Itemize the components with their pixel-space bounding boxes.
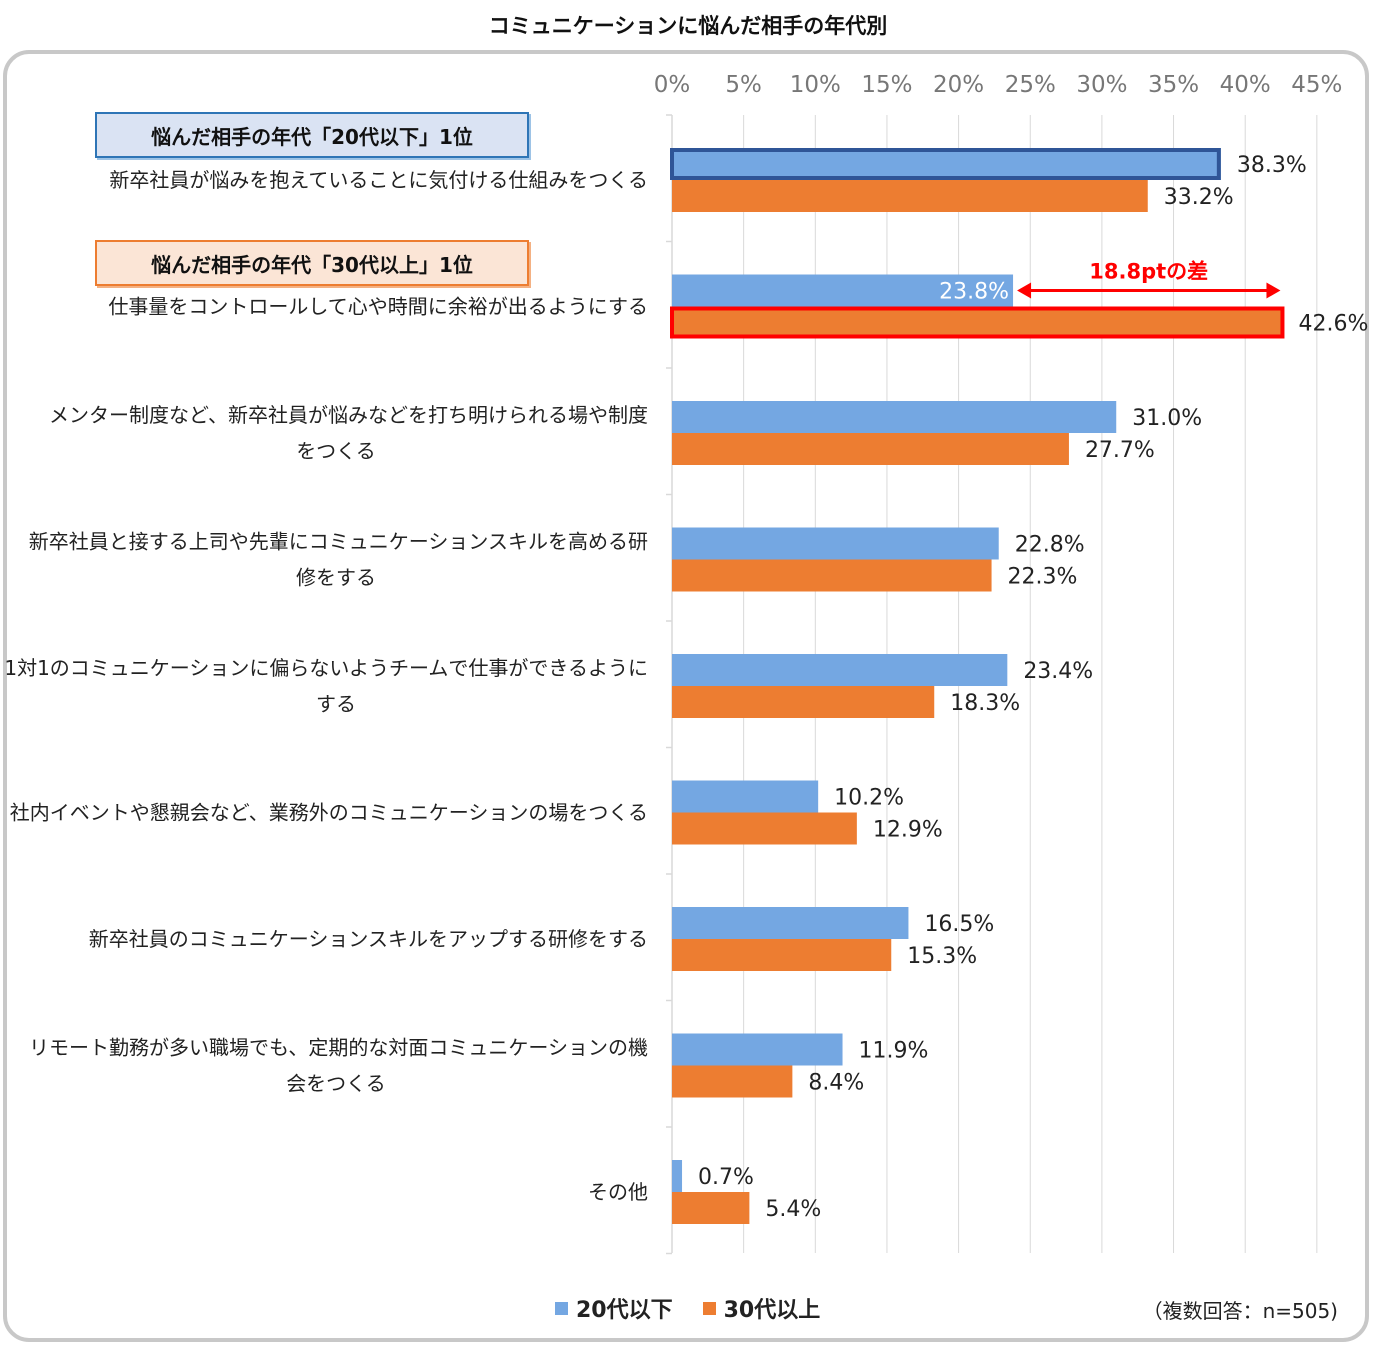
- x-tick-label: 35%: [1148, 72, 1199, 98]
- category-label: リモート勤務が多い職場でも、定期的な対面コミュニケーションの機: [29, 1036, 648, 1060]
- category-label: する: [316, 692, 356, 716]
- bar-30s: [672, 180, 1148, 212]
- legend-item-20s: 20代以下: [555, 1292, 673, 1324]
- x-tick-label: 5%: [725, 72, 762, 98]
- highlight-outline-30s: [670, 306, 1285, 339]
- category-label: 会をつくる: [286, 1072, 386, 1096]
- chart-title: コミュニケーションに悩んだ相手の年代別: [488, 14, 888, 38]
- callout-top-30s: 悩んだ相手の年代「30代以上」1位: [95, 240, 529, 286]
- category-label: 1対1のコミュニケーションに偏らないようチームで仕事ができるように: [4, 656, 648, 680]
- diff-arrow-head-left: [1017, 282, 1032, 299]
- data-label: 11.9%: [859, 1039, 929, 1064]
- callout-top-20s: 悩んだ相手の年代「20代以下」1位: [95, 112, 529, 158]
- bar-20s: [672, 401, 1117, 433]
- data-label: 5.4%: [765, 1197, 821, 1222]
- category-label: をつくる: [296, 439, 376, 463]
- x-tick-label: 45%: [1291, 72, 1342, 98]
- bar-30s: [672, 1192, 750, 1224]
- category-label: 新卒社員のコミュニケーションスキルをアップする研修をする: [89, 927, 648, 951]
- category-label: 修をする: [296, 566, 376, 590]
- bar-20s: [672, 1033, 843, 1066]
- legend-item-30s: 30代以上: [702, 1292, 821, 1324]
- data-label: 33.2%: [1164, 185, 1234, 210]
- data-label: 12.9%: [873, 818, 943, 843]
- bar-30s: [672, 939, 892, 971]
- sample-note: （複数回答：n=505): [1142, 1299, 1338, 1323]
- x-tick-label: 15%: [861, 72, 912, 98]
- bar-30s: [672, 306, 1283, 339]
- bar-20s: [672, 654, 1008, 686]
- data-label: 42.6%: [1298, 312, 1368, 337]
- data-label: 10.2%: [834, 786, 904, 811]
- bar-20s: [672, 527, 999, 560]
- bar-20s: [672, 1160, 683, 1192]
- category-label: その他: [588, 1180, 648, 1204]
- x-tick-label: 30%: [1076, 72, 1127, 98]
- x-tick-label: 10%: [790, 72, 841, 98]
- legend: 20代以下 30代以上: [555, 1292, 850, 1324]
- data-label: 8.4%: [808, 1071, 864, 1096]
- data-label: 22.3%: [1008, 565, 1078, 590]
- legend-swatch-30s: [702, 1301, 716, 1315]
- data-label: 23.8%: [939, 280, 1009, 305]
- legend-label-20s: 20代以下: [576, 1298, 673, 1323]
- bar-20s: [672, 274, 1014, 307]
- data-label: 38.3%: [1237, 153, 1307, 178]
- legend-swatch-20s: [555, 1301, 568, 1315]
- category-label: 仕事量をコントロールして心や時間に余裕が出るようにする: [108, 295, 648, 319]
- category-label: 新卒社員が悩みを抱えていることに気付ける仕組みをつくる: [109, 168, 648, 192]
- bar-30s: [672, 559, 992, 592]
- legend-label-30s: 30代以上: [723, 1298, 821, 1323]
- data-label: 27.7%: [1085, 438, 1155, 463]
- bar-30s: [672, 1065, 793, 1098]
- bar-20s: [672, 148, 1221, 180]
- bar-30s: [672, 812, 857, 845]
- x-tick-label: 25%: [1005, 72, 1056, 98]
- data-label: 16.5%: [924, 912, 994, 937]
- bar-30s: [672, 686, 935, 718]
- x-tick-label: 20%: [933, 72, 984, 98]
- diff-arrow-head-right: [1266, 282, 1281, 299]
- bar-20s: [672, 907, 909, 939]
- bar-20s: [672, 780, 819, 813]
- bar-30s: [672, 433, 1069, 465]
- highlight-outline-20s: [670, 148, 1221, 180]
- data-label: 23.4%: [1023, 659, 1093, 684]
- data-label: 18.3%: [950, 691, 1020, 716]
- diff-label: 18.8ptの差: [1089, 260, 1208, 284]
- data-label: 15.3%: [907, 944, 977, 969]
- x-tick-label: 40%: [1220, 72, 1271, 98]
- data-label: 31.0%: [1132, 406, 1202, 431]
- data-label: 0.7%: [698, 1165, 754, 1190]
- category-label: 社内イベントや懇親会など、業務外のコミュニケーションの場をつくる: [10, 801, 648, 825]
- data-label: 22.8%: [1015, 533, 1085, 558]
- category-label: 新卒社員と接する上司や先輩にコミュニケーションスキルを高める研: [29, 530, 648, 554]
- category-label: メンター制度など、新卒社員が悩みなどを打ち明けられる場や制度: [49, 403, 648, 427]
- x-tick-label: 0%: [654, 72, 691, 98]
